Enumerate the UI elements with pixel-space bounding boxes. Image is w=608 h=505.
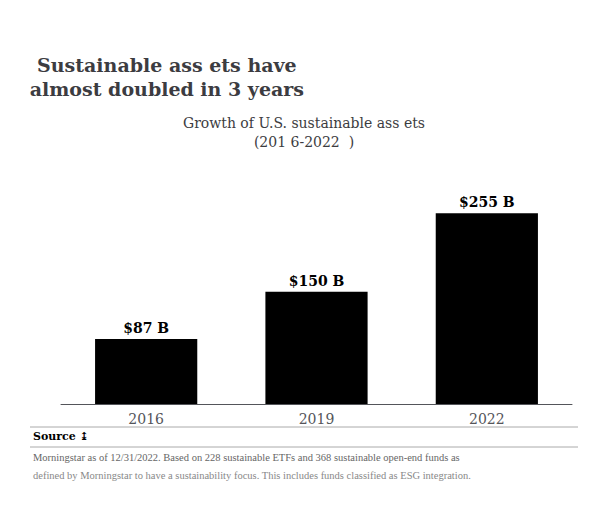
svg-text:$150 B: $150 B <box>289 273 345 289</box>
svg-text:Growth of U.S. sustainable ass: Growth of U.S. sustainable ass ets <box>183 115 425 131</box>
svg-text:2019: 2019 <box>299 411 335 427</box>
svg-text:Morningstar as of 12/31/2022.: Morningstar as of 12/31/2022. Based on 2… <box>33 452 460 463</box>
svg-text:2016: 2016 <box>128 411 164 427</box>
svg-text:$255 B: $255 B <box>459 194 515 210</box>
svg-text:2022: 2022 <box>469 411 505 427</box>
svg-text:defined by Morningstar to have: defined by Morningstar to have a sustain… <box>33 470 471 481</box>
svg-text:(201 6-2022 ): (201 6-2022 ) <box>254 134 354 150</box>
svg-text:Source ↨: Source ↨ <box>33 430 89 443</box>
svg-text:almost doubled in 3 years: almost doubled in 3 years <box>30 78 304 100</box>
svg-text:$87 B: $87 B <box>123 320 169 336</box>
svg-text:Sustainable ass ets have: Sustainable ass ets have <box>37 54 297 76</box>
